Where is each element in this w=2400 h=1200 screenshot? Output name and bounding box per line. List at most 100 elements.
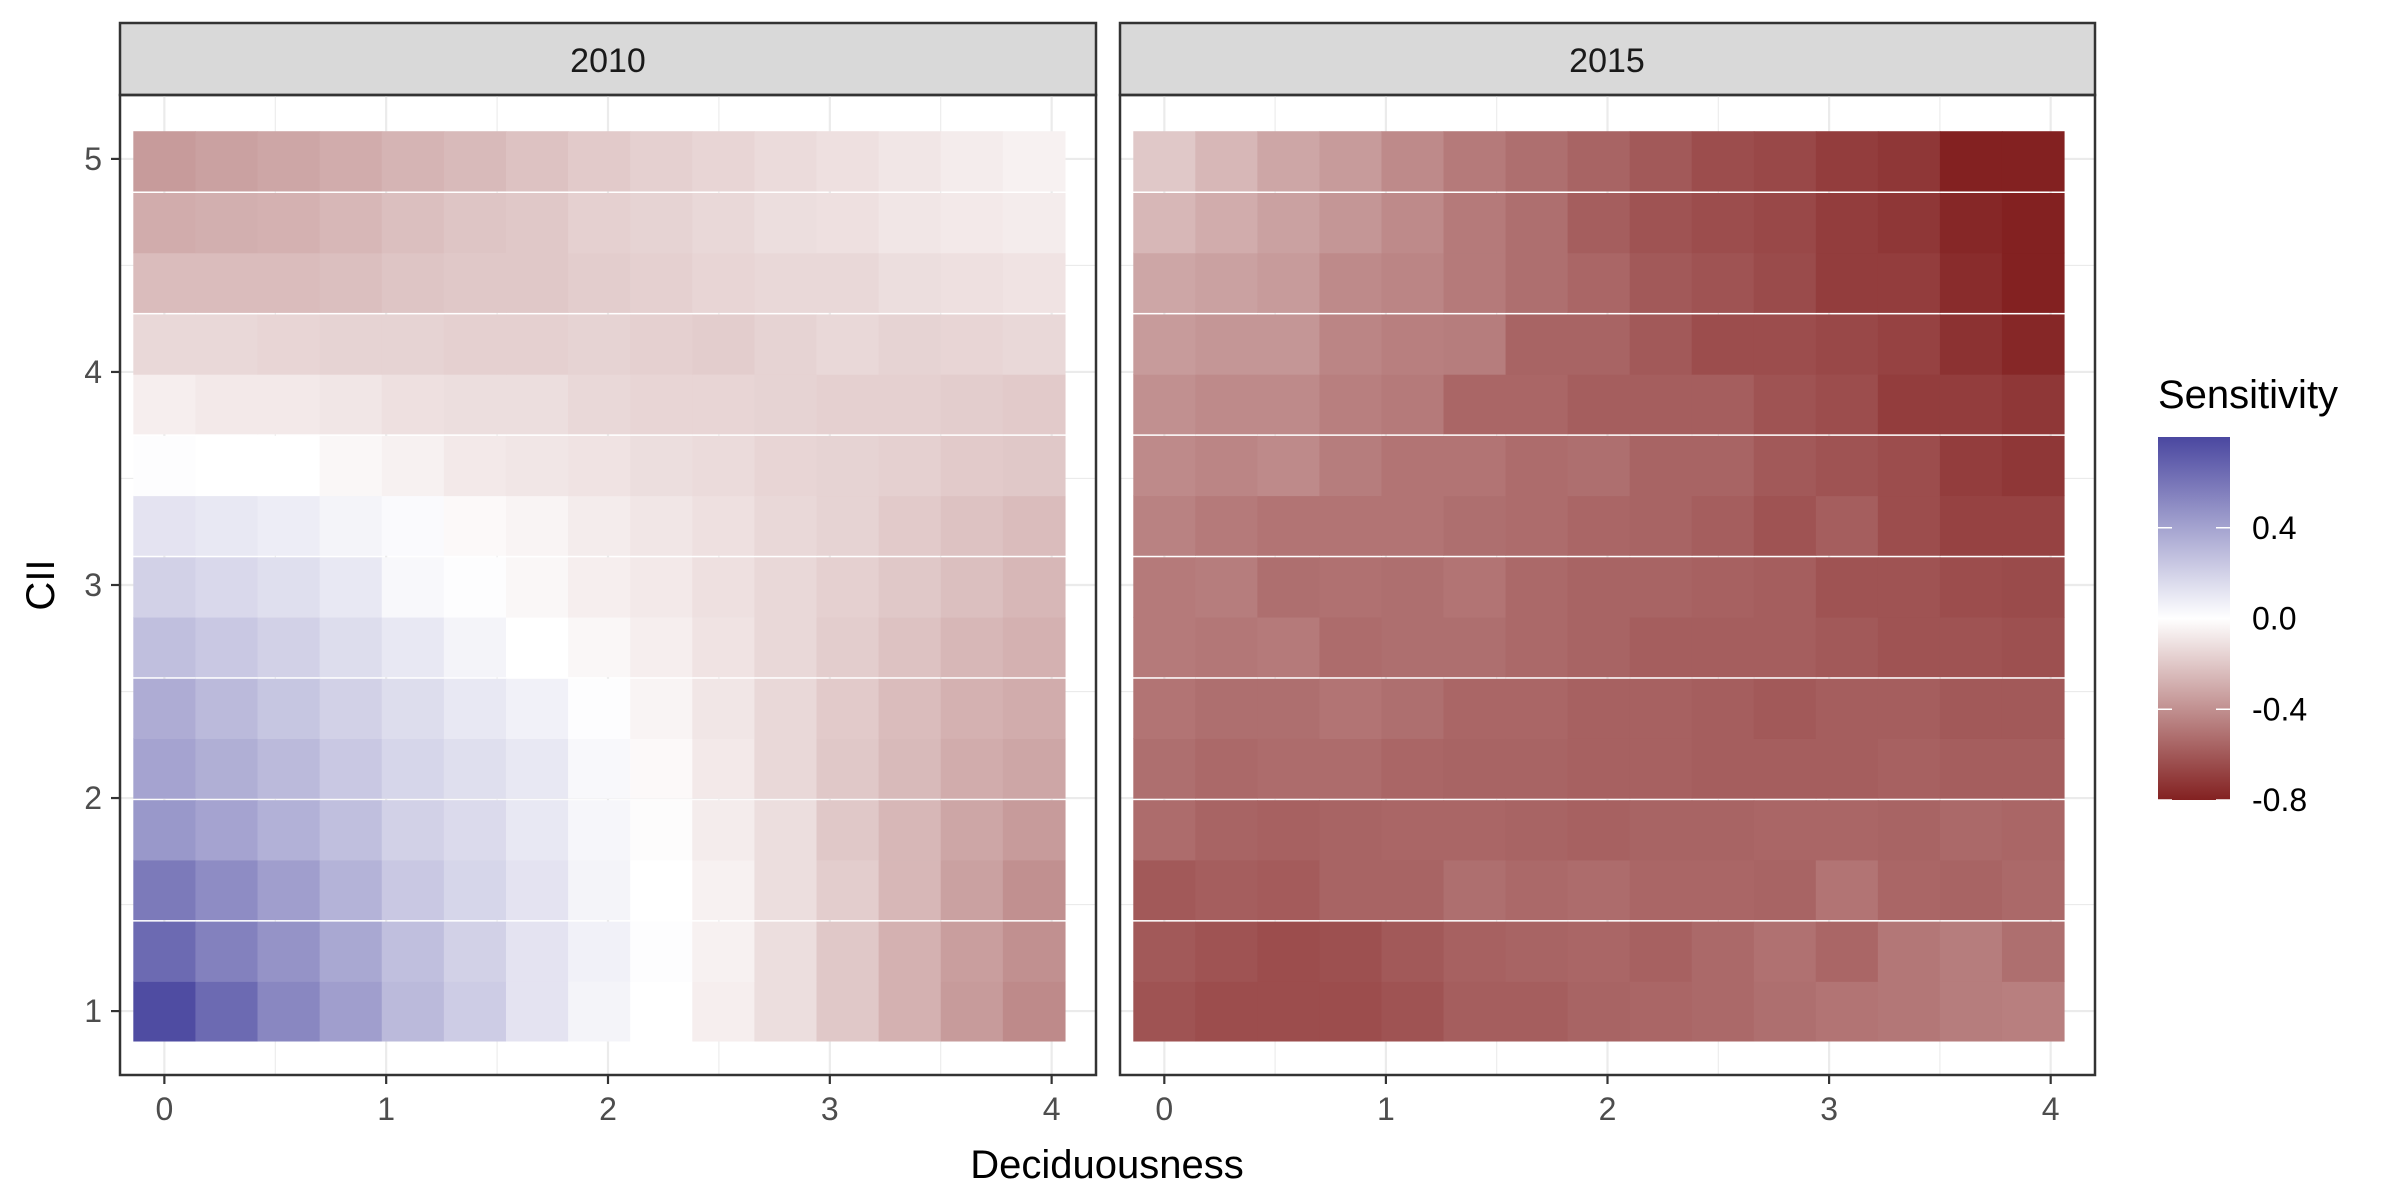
heatmap-cell: [1381, 557, 1445, 618]
heatmap-cell: [1691, 678, 1755, 739]
heatmap-cell: [195, 981, 259, 1042]
heatmap-cell: [568, 314, 631, 375]
heatmap-cell: [568, 435, 631, 497]
heatmap-cell: [568, 981, 631, 1042]
heatmap-cell: [443, 193, 507, 254]
heatmap-cell: [505, 557, 569, 618]
heatmap-cell: [257, 314, 321, 375]
heatmap-cell: [1319, 616, 1383, 678]
heatmap-cell: [133, 981, 197, 1042]
heatmap-cell: [1257, 131, 1321, 192]
x-tick-label: 0: [155, 1091, 173, 1127]
heatmap-cell: [381, 678, 445, 739]
heatmap-cell: [940, 374, 1004, 435]
heatmap-cell: [1939, 800, 2003, 861]
heatmap-cell: [1257, 495, 1321, 556]
heatmap-cell: [505, 921, 569, 982]
heatmap-cell: [1939, 435, 2003, 497]
heatmap-cell: [878, 252, 942, 313]
heatmap-cell: [568, 921, 631, 982]
heatmap-cell: [133, 193, 197, 254]
heatmap-cell: [1195, 193, 1258, 254]
heatmap-cell: [443, 314, 507, 375]
heatmap-cell: [1195, 252, 1258, 313]
heatmap-cell: [692, 131, 755, 192]
heatmap-cell: [1815, 557, 1879, 618]
heatmap-cell: [133, 557, 197, 618]
heatmap-cell: [1443, 981, 1507, 1042]
heatmap-cell: [754, 616, 818, 678]
heatmap-cell: [319, 921, 383, 982]
heatmap-cell: [1877, 131, 1941, 192]
heatmap-cell: [692, 557, 755, 618]
heatmap-cell: [319, 678, 383, 739]
heatmap-cell: [1691, 193, 1755, 254]
heatmap-cell: [1815, 738, 1879, 799]
legend-tick-label: 0.0: [2252, 601, 2296, 637]
heatmap-cell: [1939, 859, 2003, 921]
heatmap-cell: [1319, 314, 1383, 375]
heatmap-cell: [816, 314, 880, 375]
heatmap-cell: [1815, 252, 1879, 313]
heatmap-cell: [1567, 800, 1631, 861]
heatmap-cell: [1443, 252, 1507, 313]
facet-panel-2010: 2010: [118, 21, 1098, 1077]
heatmap-cell: [1505, 859, 1569, 921]
heatmap-cell: [1002, 374, 1066, 435]
heatmap-cells: [133, 131, 1066, 1042]
y-tick-label: 3: [84, 567, 102, 603]
heatmap-cell: [1133, 616, 1196, 678]
heatmap-cell: [381, 616, 445, 678]
heatmap-cell: [1939, 678, 2003, 739]
heatmap-cell: [195, 678, 259, 739]
heatmap-cell: [1133, 374, 1196, 435]
heatmap-cell: [1939, 921, 2003, 982]
heatmap-cell: [319, 131, 383, 192]
heatmap-cell: [1002, 921, 1066, 982]
heatmap-cell: [754, 859, 818, 921]
heatmap-cell: [319, 193, 383, 254]
heatmap-cell: [1257, 921, 1321, 982]
x-tick-label: 2: [1599, 1091, 1617, 1127]
heatmap-cell: [443, 678, 507, 739]
heatmap-cell: [1939, 374, 2003, 435]
heatmap-cell: [319, 800, 383, 861]
heatmap-cell: [1257, 435, 1321, 497]
heatmap-cell: [754, 738, 818, 799]
heatmap-cell: [1753, 557, 1817, 618]
heatmap-cell: [1939, 495, 2003, 556]
heatmap-cell: [257, 738, 321, 799]
heatmap-cell: [1629, 252, 1693, 313]
facet-panel-2015: 2015: [1118, 21, 2097, 1077]
heatmap-cell: [878, 374, 942, 435]
heatmap-cell: [2001, 131, 2065, 192]
heatmap-cell: [195, 314, 259, 375]
heatmap-cell: [878, 131, 942, 192]
heatmap-cell: [1133, 800, 1196, 861]
x-tick-label: 3: [1820, 1091, 1838, 1127]
heatmap-cell: [1381, 738, 1445, 799]
heatmap-cell: [257, 374, 321, 435]
heatmap-cell: [630, 616, 693, 678]
heatmap-cell: [1133, 557, 1196, 618]
y-axis: 1 2 3 4 5: [84, 141, 120, 1029]
heatmap-cell: [1753, 495, 1817, 556]
heatmap-cell: [1691, 557, 1755, 618]
heatmap-cell: [381, 131, 445, 192]
heatmap-cell: [505, 495, 569, 556]
heatmap-cell: [754, 131, 818, 192]
heatmap-cell: [1381, 374, 1445, 435]
heatmap-cell: [257, 435, 321, 497]
heatmap-cell: [630, 495, 693, 556]
heatmap-cell: [133, 374, 197, 435]
heatmap-cell: [443, 921, 507, 982]
heatmap-cell: [1257, 557, 1321, 618]
heatmap-cell: [505, 193, 569, 254]
heatmap-cell: [195, 921, 259, 982]
heatmap-cell: [1877, 738, 1941, 799]
heatmap-cell: [1002, 800, 1066, 861]
heatmap-cell: [816, 374, 880, 435]
heatmap-cell: [1002, 981, 1066, 1042]
heatmap-cell: [630, 738, 693, 799]
heatmap-cell: [754, 374, 818, 435]
